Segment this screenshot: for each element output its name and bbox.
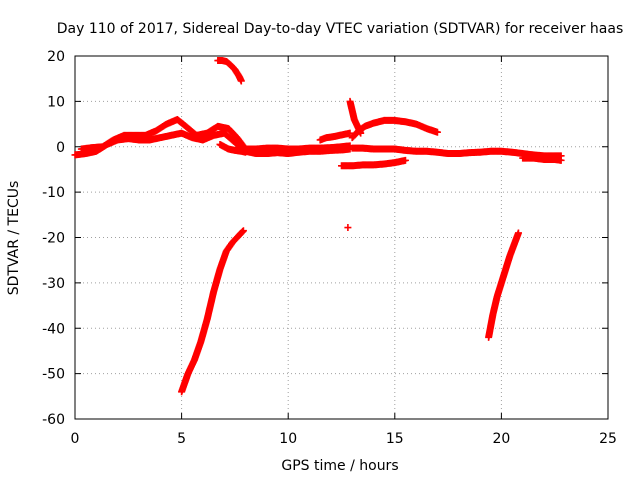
series-main-band-low: [71, 129, 354, 159]
series-isolated-points: [344, 224, 352, 232]
y-tick-label: 10: [47, 94, 65, 110]
data-point: [433, 128, 441, 136]
data-point: [557, 156, 565, 164]
x-tick-label: 25: [599, 431, 617, 447]
plot-frame: [74, 55, 609, 420]
data-point: [239, 227, 247, 235]
data-point: [401, 156, 409, 164]
x-tick-label: 20: [492, 431, 510, 447]
series-top-arc-6-7-7-8h: [214, 57, 245, 85]
x-tick-label: 5: [177, 431, 186, 447]
y-tick-label: -20: [42, 231, 65, 247]
data-point: [514, 229, 522, 237]
data-points: [71, 57, 565, 396]
data-point: [344, 224, 352, 232]
series-main-band-high: [77, 116, 354, 153]
x-tick-label: 0: [71, 431, 80, 447]
y-tick-label: -40: [42, 321, 65, 337]
y-tick-label: -30: [42, 276, 65, 292]
series-descending-track-5-7-9h: [178, 227, 247, 396]
data-point: [346, 129, 354, 137]
y-axis-label: SDTVAR / TECUs: [6, 181, 22, 296]
x-tick-label: 15: [386, 431, 404, 447]
series-band-low-21-22-8h: [519, 154, 565, 164]
y-tick-label: 0: [56, 140, 65, 156]
axis-ticks: 0 5 10 15 20 25 -60 -50 -40 -30 -20 -10 0 10 20: [42, 49, 617, 447]
grid-lines: [75, 56, 608, 419]
y-tick-label: -60: [42, 412, 65, 428]
x-axis-label: GPS time / hours: [281, 458, 398, 474]
data-point: [237, 77, 245, 85]
series-short-dip-7-8h: [216, 140, 250, 156]
y-tick-label: -10: [42, 185, 65, 201]
x-tick-label: 10: [279, 431, 297, 447]
series-arc-13-17h: [348, 116, 441, 142]
series-descending-track-19-4-20-8h: [485, 229, 522, 341]
chart-title: Day 110 of 2017, Sidereal Day-to-day VTE…: [57, 21, 624, 37]
data-point: [242, 148, 250, 156]
series-arc-11-5-13h: [316, 129, 354, 144]
series-lower-arc-12-5-15-5h: [338, 156, 409, 170]
y-tick-label: 20: [47, 49, 65, 65]
y-tick-label: -50: [42, 367, 65, 383]
